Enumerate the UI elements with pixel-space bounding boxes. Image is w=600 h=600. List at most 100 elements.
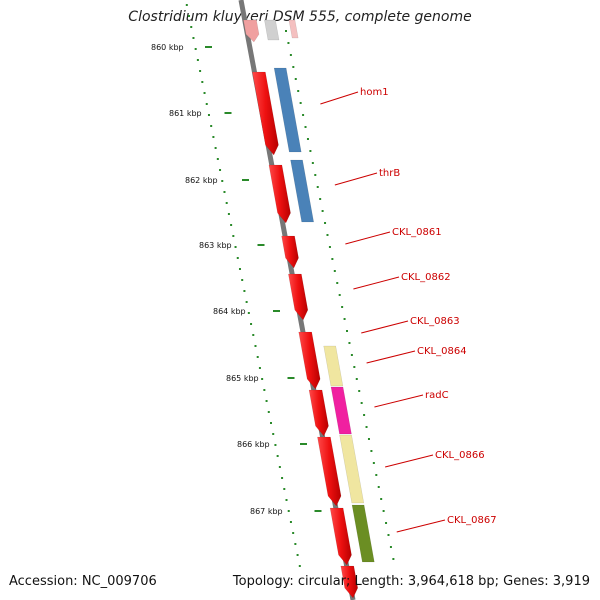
scale-dot bbox=[350, 354, 353, 356]
scale-dot bbox=[241, 279, 244, 281]
scale-dot bbox=[343, 318, 346, 320]
gene-arrow bbox=[252, 71, 279, 156]
scale-dot bbox=[210, 125, 213, 127]
gene-label[interactable]: CKL_0863 bbox=[410, 316, 460, 327]
scale-dot bbox=[221, 180, 224, 182]
gene-arrow bbox=[329, 507, 352, 566]
scale-tick-label: 865 kbp bbox=[226, 374, 259, 383]
scale-dot bbox=[192, 37, 195, 39]
scale-dot bbox=[298, 565, 301, 567]
scale-dot bbox=[194, 48, 197, 50]
callout-line bbox=[361, 320, 409, 334]
feature-bar bbox=[323, 345, 344, 387]
scale-dot bbox=[238, 268, 241, 270]
callout-line bbox=[353, 276, 400, 290]
gene-track bbox=[243, 19, 375, 599]
gene-label[interactable]: CKL_0862 bbox=[401, 272, 451, 283]
scale-dot bbox=[232, 235, 235, 237]
scale-dot bbox=[299, 102, 302, 104]
scale-dot bbox=[252, 334, 255, 336]
scale-dot bbox=[245, 301, 248, 303]
scale-dot bbox=[302, 114, 305, 116]
scale-dot bbox=[216, 158, 219, 160]
scale-dot bbox=[261, 378, 264, 380]
scale-dot bbox=[236, 257, 239, 259]
scale-dot bbox=[196, 59, 199, 61]
scale-dot bbox=[328, 246, 331, 248]
scale-dot bbox=[207, 114, 210, 116]
scale-tick-labels: 860 kbp 861 kbp 862 kbp 863 kbp 864 kbp 865 k… bbox=[151, 43, 322, 516]
scale-dot bbox=[278, 466, 281, 468]
scale-tick-label: 861 kbp bbox=[169, 109, 202, 118]
scale-dot bbox=[250, 323, 253, 325]
gene-label-callouts: hom1 thrB CKL_0861 CKL_0862 CKL_0863 CKL_0864… bbox=[320, 87, 497, 533]
scale-dot bbox=[355, 378, 358, 380]
genome-summary: Topology: circular; Length: 3,964,618 bp… bbox=[232, 574, 590, 589]
gene-arrow bbox=[288, 273, 309, 321]
feature-bar bbox=[351, 504, 375, 563]
callout-line bbox=[320, 91, 359, 105]
scale-dot bbox=[336, 282, 339, 284]
scale-dot bbox=[281, 477, 284, 479]
scale-dot bbox=[185, 4, 188, 6]
scale-tick-label: 864 kbp bbox=[213, 307, 246, 316]
scale-dot bbox=[294, 543, 297, 545]
scale-dot bbox=[219, 169, 222, 171]
scale-dot bbox=[377, 486, 380, 488]
scale-dot bbox=[289, 521, 292, 523]
scale-dot bbox=[265, 400, 268, 402]
scale-dot bbox=[292, 532, 295, 534]
callout-line bbox=[366, 350, 416, 364]
gene-label[interactable]: thrB bbox=[379, 168, 400, 179]
gene-label[interactable]: radC bbox=[425, 390, 449, 401]
scale-dot bbox=[353, 366, 356, 368]
scale-dot bbox=[287, 510, 290, 512]
scale-dot bbox=[258, 367, 261, 369]
callout-line bbox=[345, 231, 391, 245]
feature-bar bbox=[290, 159, 314, 223]
scale-dot bbox=[223, 191, 226, 193]
scale-tick-label: 863 kbp bbox=[199, 241, 232, 250]
gene-label[interactable]: CKL_0861 bbox=[392, 227, 442, 238]
scale-dot bbox=[297, 90, 300, 92]
gene-arrow bbox=[340, 565, 359, 599]
gene-label[interactable]: CKL_0866 bbox=[435, 450, 485, 461]
scale-dot bbox=[338, 294, 341, 296]
scale-dot bbox=[331, 258, 334, 260]
scale-dot bbox=[205, 103, 208, 105]
scale-dot bbox=[274, 444, 277, 446]
scale-dot bbox=[267, 411, 270, 413]
scale-dot bbox=[314, 174, 317, 176]
feature-bar bbox=[273, 67, 302, 153]
scale-outer-dots bbox=[285, 30, 395, 560]
scale-tick-label: 862 kbp bbox=[185, 176, 218, 185]
scale-dot bbox=[285, 30, 287, 32]
scale-dot bbox=[321, 210, 324, 212]
scale-dot bbox=[234, 246, 237, 248]
scale-dot bbox=[375, 474, 378, 476]
gene-arrow-partial bbox=[243, 19, 260, 43]
scale-dot bbox=[272, 433, 275, 435]
callout-line bbox=[334, 172, 378, 186]
gene-label[interactable]: hom1 bbox=[360, 87, 389, 98]
scale-dot bbox=[311, 162, 314, 164]
scale-dot bbox=[269, 422, 272, 424]
scale-dot bbox=[201, 81, 204, 83]
scale-dot bbox=[285, 499, 288, 501]
scale-dot bbox=[289, 54, 292, 56]
gene-arrow bbox=[281, 235, 299, 269]
callout-line bbox=[396, 519, 446, 533]
gene-label[interactable]: CKL_0864 bbox=[417, 346, 467, 357]
scale-dot bbox=[256, 356, 259, 358]
gene-arrow bbox=[298, 331, 321, 390]
accession-label: Accession: NC_009706 bbox=[9, 574, 157, 589]
scale-dot bbox=[363, 414, 366, 416]
gene-arrow bbox=[268, 164, 291, 224]
scale-dot bbox=[316, 186, 319, 188]
scale-dot bbox=[348, 342, 351, 344]
scale-dot bbox=[370, 450, 373, 452]
gene-label[interactable]: CKL_0867 bbox=[447, 515, 497, 526]
gene-arrow bbox=[317, 436, 342, 507]
scale-dot bbox=[225, 202, 228, 204]
